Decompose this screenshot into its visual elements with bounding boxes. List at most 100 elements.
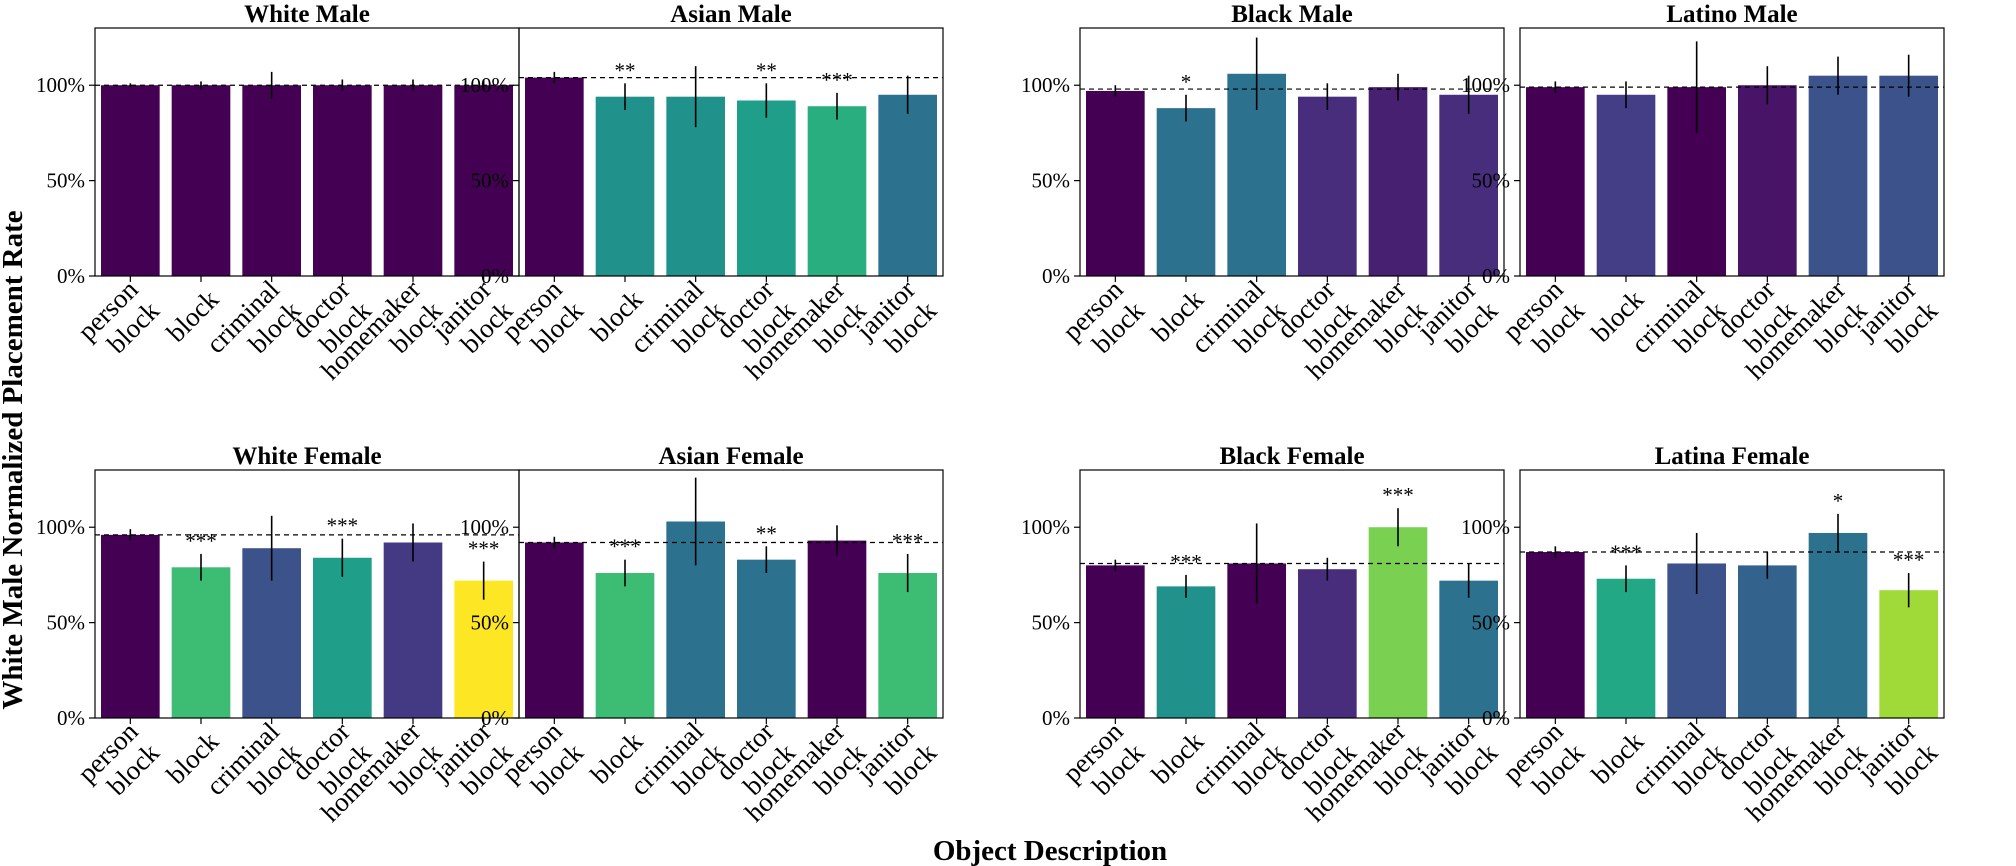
bar bbox=[525, 77, 584, 276]
significance-label: ** bbox=[756, 521, 777, 545]
y-tick-label: 50% bbox=[471, 169, 510, 193]
bar bbox=[737, 100, 796, 276]
x-tick-label: janitorblock bbox=[849, 274, 942, 367]
bar bbox=[878, 573, 937, 718]
y-tick-label: 50% bbox=[471, 611, 510, 635]
panel-title: White Male bbox=[244, 1, 370, 28]
bar bbox=[1808, 532, 1868, 718]
bar bbox=[383, 85, 443, 276]
panel-6: ***** ***Asian Female0%50%100%personblock… bbox=[460, 443, 944, 828]
bar bbox=[383, 542, 443, 718]
y-tick-label: 100% bbox=[1461, 73, 1510, 97]
bar bbox=[1156, 586, 1216, 718]
y-tick-label: 100% bbox=[1461, 515, 1510, 539]
y-tick-label: 50% bbox=[1032, 169, 1071, 193]
bar bbox=[101, 85, 160, 276]
bar bbox=[313, 85, 372, 276]
y-axis-label: White Male Normalized Placement Rate bbox=[0, 210, 29, 709]
y-tick-label: 0% bbox=[57, 706, 85, 730]
y-tick-label: 100% bbox=[460, 73, 509, 97]
x-tick-label: janitorblock bbox=[1850, 274, 1943, 367]
panel-title: Latino Male bbox=[1666, 1, 1797, 28]
bar bbox=[1439, 580, 1498, 718]
bar bbox=[1086, 90, 1145, 276]
x-tick-label: personblock bbox=[496, 274, 590, 368]
y-tick-label: 50% bbox=[1472, 611, 1511, 635]
bar bbox=[171, 567, 231, 718]
bar bbox=[313, 557, 372, 718]
x-axis-label: Object Description bbox=[933, 835, 1167, 866]
y-tick-label: 50% bbox=[1472, 169, 1511, 193]
bar bbox=[525, 542, 584, 718]
bar bbox=[1808, 75, 1868, 276]
y-tick-label: 100% bbox=[36, 515, 85, 539]
bar bbox=[595, 96, 655, 276]
significance-label: ** bbox=[756, 58, 777, 82]
bar bbox=[1738, 85, 1797, 276]
bar bbox=[807, 540, 867, 718]
bar bbox=[1596, 578, 1656, 718]
y-tick-label: 50% bbox=[47, 169, 86, 193]
y-tick-label: 100% bbox=[36, 73, 85, 97]
panel-8: *******Latina Female0%50%100%personblock… bbox=[1461, 443, 1945, 828]
x-tick-label: personblock bbox=[1497, 716, 1591, 810]
axes-frame bbox=[1519, 469, 1945, 719]
panel-title: Asian Female bbox=[658, 443, 803, 470]
bar bbox=[878, 94, 937, 277]
panels: White Male0%50%100%personblockblockcrimi… bbox=[36, 1, 1945, 828]
significance-label: *** bbox=[1170, 550, 1202, 574]
x-tick-label: personblock bbox=[1497, 274, 1591, 368]
axes-frame bbox=[1079, 27, 1505, 277]
bar bbox=[454, 580, 513, 718]
x-tick-label: personblock bbox=[72, 274, 166, 368]
y-tick-label: 0% bbox=[57, 264, 85, 288]
panel-2: ** ** ***Asian Male0%50%100%personblockblo… bbox=[460, 1, 944, 386]
bar bbox=[1368, 527, 1428, 718]
axes-frame bbox=[518, 27, 944, 277]
significance-label: * bbox=[1833, 489, 1844, 513]
y-tick-label: 100% bbox=[460, 515, 509, 539]
significance-label: *** bbox=[1893, 548, 1925, 572]
x-tick-label: personblock bbox=[72, 716, 166, 810]
axes-frame bbox=[1079, 469, 1505, 719]
bar bbox=[1879, 590, 1938, 718]
bar bbox=[1298, 96, 1357, 276]
panel-3: *Black Male0%50%100%personblockblockcrim… bbox=[1021, 1, 1505, 386]
x-tick-label: janitorblock bbox=[1850, 716, 1943, 809]
significance-label: *** bbox=[609, 535, 641, 559]
bar bbox=[101, 534, 160, 718]
significance-label: ** bbox=[615, 58, 636, 82]
bar bbox=[1086, 565, 1145, 718]
panel-5: *** *** *** White Female 0% 50% 100% personbloc… bbox=[36, 443, 520, 828]
y-tick-label: 50% bbox=[47, 611, 86, 635]
panel-title: White Female bbox=[232, 443, 381, 470]
panel-1: White Male0%50%100%personblockblockcrimi… bbox=[36, 1, 520, 386]
panel-4: Latino Male0%50%100%personblockblockcrim… bbox=[1461, 1, 1945, 386]
y-tick-label: 50% bbox=[1032, 611, 1071, 635]
x-tick-label: personblock bbox=[1057, 274, 1151, 368]
y-tick-label: 0% bbox=[1042, 706, 1070, 730]
bar bbox=[807, 106, 867, 276]
y-tick-label: 100% bbox=[1021, 515, 1070, 539]
x-tick-label: personblock bbox=[496, 716, 590, 810]
bar bbox=[171, 85, 231, 276]
bar bbox=[1439, 94, 1498, 277]
significance-label: *** bbox=[185, 529, 217, 553]
significance-label: * bbox=[1181, 70, 1192, 94]
bar bbox=[1368, 87, 1428, 276]
y-tick-label: 0% bbox=[1042, 264, 1070, 288]
panel-title: Black Female bbox=[1219, 443, 1364, 470]
bar bbox=[454, 85, 513, 276]
axes-frame bbox=[1519, 27, 1945, 277]
x-tick-label: personblock bbox=[1057, 716, 1151, 810]
panel-title: Black Male bbox=[1231, 1, 1353, 28]
bar bbox=[1596, 94, 1656, 277]
bar bbox=[1879, 75, 1938, 276]
y-tick-label: 100% bbox=[1021, 73, 1070, 97]
y-tick-label: 0% bbox=[481, 264, 509, 288]
bar bbox=[1738, 565, 1797, 718]
significance-label: *** bbox=[327, 514, 359, 538]
panel-7: ******Black Female0%50%100%personblockbl… bbox=[1021, 443, 1505, 828]
x-tick-label: janitorblock bbox=[849, 716, 942, 809]
